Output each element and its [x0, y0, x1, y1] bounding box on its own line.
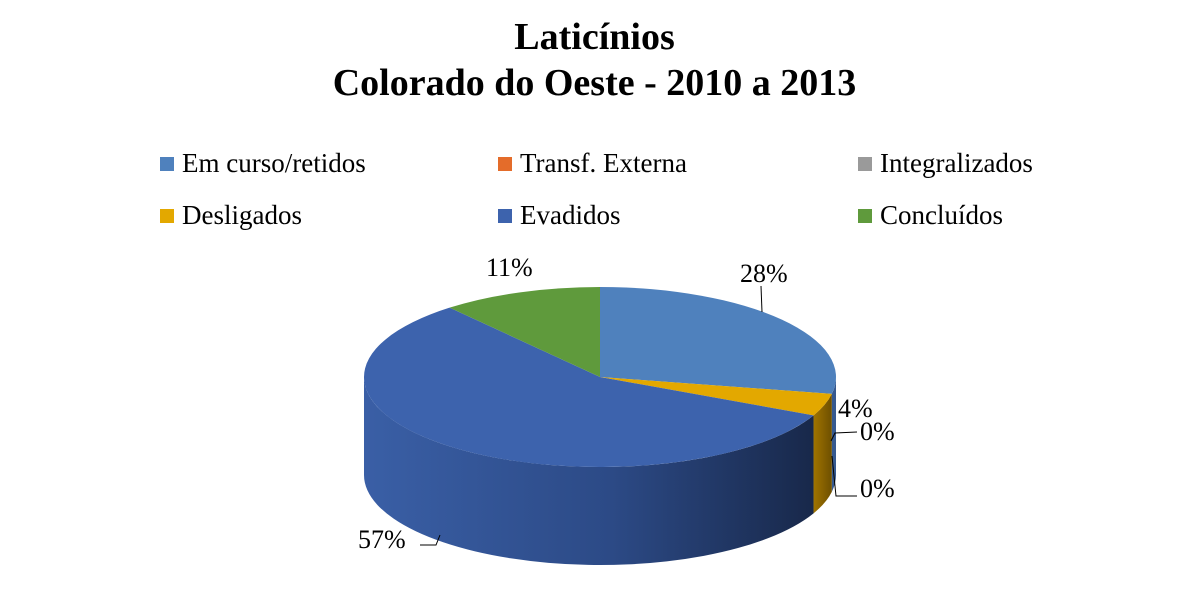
leader-line-4 [420, 534, 441, 546]
legend-swatch [160, 156, 174, 171]
pie-side-4 [364, 377, 814, 565]
legend-item-em-curso: Em curso/retidos [160, 148, 366, 179]
pie-data-labels: 28%4%0%0%57%11% [358, 253, 895, 554]
leader-line-0 [760, 285, 763, 313]
legend-item-integralizados: Integralizados [858, 148, 1033, 179]
pie-slice-4 [364, 307, 814, 467]
legend-item-transf-externa: Transf. Externa [498, 148, 687, 179]
legend-label: Evadidos [520, 200, 621, 230]
legend-swatch [498, 156, 512, 171]
legend-item-evadidos: Evadidos [498, 200, 621, 231]
legend-swatch [160, 208, 174, 223]
pie-side-walls [364, 377, 836, 565]
chart-title-line-2: Colorado do Oeste - 2010 a 2013 [332, 62, 857, 104]
legend: Em curso/retidos Transf. Externa Integra… [0, 140, 1189, 240]
leader-line-3 [831, 455, 857, 497]
data-label-2: 0% [860, 417, 895, 446]
pie-slices [364, 287, 836, 467]
legend-label: Concluídos [880, 200, 1004, 230]
legend-label: Em curso/retidos [182, 148, 366, 178]
legend-item-desligados: Desligados [160, 200, 302, 231]
legend-swatch [858, 208, 872, 223]
pie-slice-0 [600, 287, 836, 394]
chart-title-line-1: Laticínios [514, 16, 675, 58]
leader-line-2 [830, 431, 858, 442]
pie-slice-1 [600, 377, 832, 416]
legend-swatch [858, 156, 872, 171]
legend-swatch [498, 208, 512, 223]
legend-label: Desligados [182, 200, 302, 230]
legend-label: Integralizados [880, 148, 1033, 178]
pie-slice-5 [449, 287, 600, 377]
legend-item-concluidos: Concluídos [858, 200, 1003, 231]
chart-title: Laticínios Colorado do Oeste - 2010 a 20… [0, 14, 1189, 106]
data-label-1: 4% [838, 394, 873, 423]
data-label-3: 0% [860, 474, 895, 503]
data-label-4: 57% [358, 525, 406, 554]
data-label-5: 11% [486, 253, 533, 282]
data-label-0: 28% [740, 259, 788, 288]
pie-side-1 [813, 393, 832, 514]
legend-label: Transf. Externa [520, 148, 687, 178]
